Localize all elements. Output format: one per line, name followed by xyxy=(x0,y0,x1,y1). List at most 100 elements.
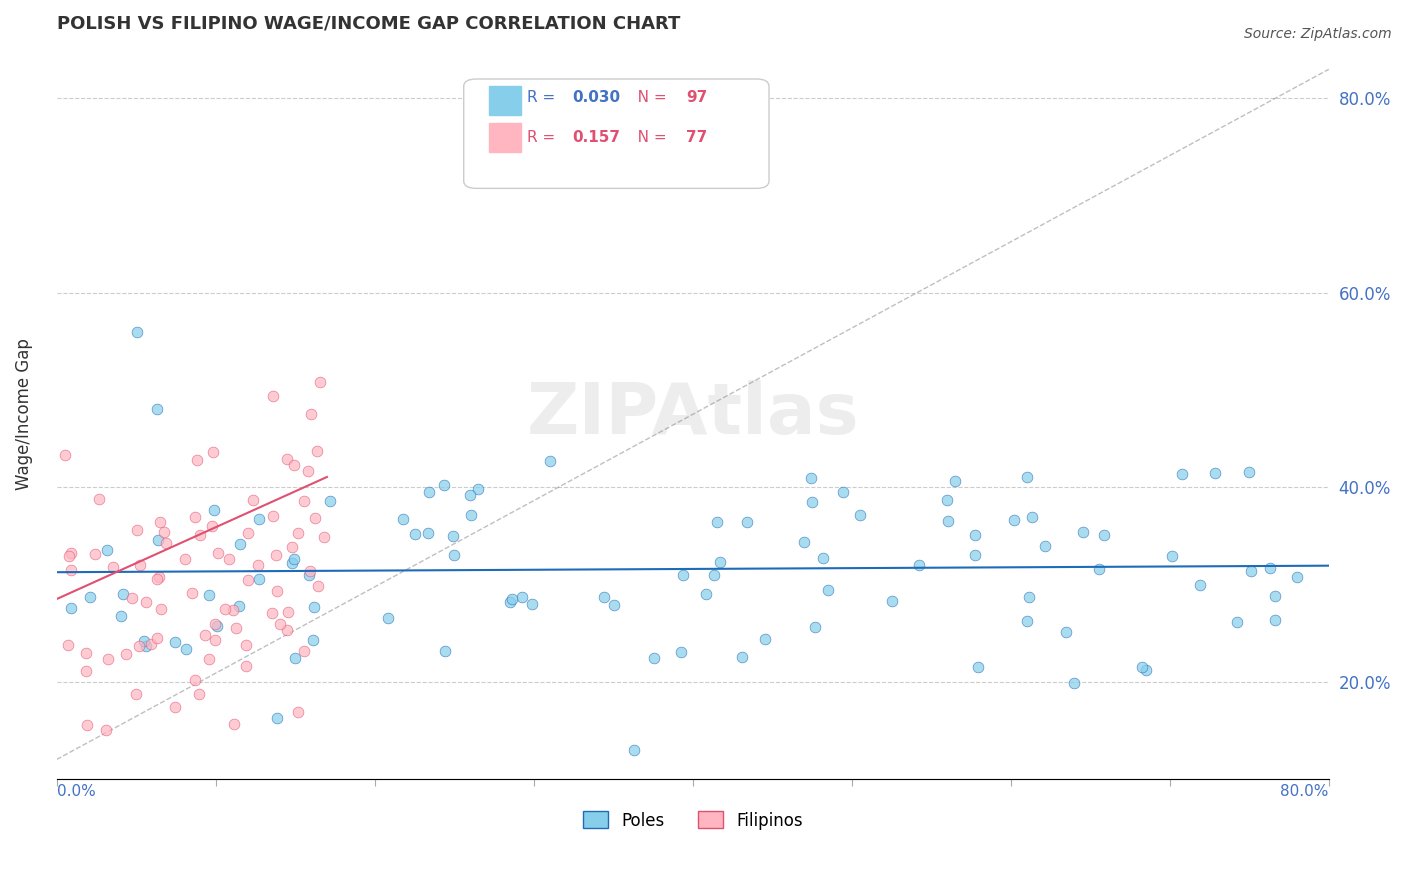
Point xyxy=(60,562,83,576)
Point xyxy=(1017,470,1039,484)
Point xyxy=(205,619,228,633)
Point xyxy=(262,508,284,523)
Point xyxy=(1285,570,1308,584)
Text: POLISH VS FILIPINO WAGE/INCOME GAP CORRELATION CHART: POLISH VS FILIPINO WAGE/INCOME GAP CORRE… xyxy=(56,15,681,33)
Point xyxy=(283,552,305,566)
Point xyxy=(276,452,298,467)
Point xyxy=(103,560,125,574)
Text: N =: N = xyxy=(623,90,671,104)
Point xyxy=(1130,659,1153,673)
Point xyxy=(603,599,626,613)
Point xyxy=(75,646,97,660)
Point xyxy=(277,606,299,620)
Point xyxy=(1204,466,1226,480)
Text: N =: N = xyxy=(623,130,671,145)
Point xyxy=(75,664,97,678)
Point xyxy=(125,687,148,701)
Point xyxy=(304,511,326,525)
Text: R =: R = xyxy=(527,130,561,145)
Point xyxy=(1015,615,1038,629)
Point xyxy=(96,723,118,738)
Point xyxy=(793,535,815,549)
Point xyxy=(499,595,522,609)
Point xyxy=(280,556,302,570)
Point xyxy=(831,484,853,499)
Point xyxy=(87,491,110,506)
Point xyxy=(1161,549,1184,564)
Point xyxy=(709,556,731,570)
Point xyxy=(1240,564,1263,578)
Text: 77: 77 xyxy=(686,130,707,145)
Text: 0.030: 0.030 xyxy=(572,90,620,104)
Point xyxy=(433,644,456,658)
Point xyxy=(936,493,959,508)
Point xyxy=(96,543,118,558)
Point xyxy=(672,567,695,582)
Text: 0.0%: 0.0% xyxy=(56,784,96,798)
Point xyxy=(377,611,399,625)
Point xyxy=(404,527,426,541)
Point xyxy=(817,583,839,598)
Point xyxy=(623,743,645,757)
Point xyxy=(703,568,725,582)
Point xyxy=(299,407,322,421)
Point xyxy=(287,705,309,719)
Text: 0.157: 0.157 xyxy=(572,130,620,145)
Point xyxy=(800,470,823,484)
Point xyxy=(139,637,162,651)
Point xyxy=(79,591,101,605)
Point xyxy=(276,623,298,637)
Point xyxy=(242,492,264,507)
Point xyxy=(269,617,291,632)
Point xyxy=(1021,510,1043,524)
Point xyxy=(176,642,198,657)
Point xyxy=(1033,540,1056,554)
Point xyxy=(229,537,252,551)
FancyBboxPatch shape xyxy=(464,79,769,188)
Point xyxy=(501,592,523,607)
Point xyxy=(183,673,205,687)
Point xyxy=(1071,524,1094,539)
Point xyxy=(146,572,169,586)
Point xyxy=(1237,465,1260,479)
Point xyxy=(235,659,257,673)
Point xyxy=(235,639,257,653)
Point xyxy=(963,528,986,542)
Point xyxy=(1264,613,1286,627)
Point xyxy=(907,558,929,572)
Point xyxy=(125,325,148,339)
Point xyxy=(165,700,187,714)
Point xyxy=(204,632,226,647)
Point xyxy=(284,651,307,665)
Point xyxy=(297,464,319,478)
Point xyxy=(247,558,270,572)
Point xyxy=(460,488,482,502)
Text: R =: R = xyxy=(527,90,561,104)
Point xyxy=(731,650,754,665)
Point xyxy=(218,552,240,566)
Point xyxy=(1170,467,1192,481)
Point xyxy=(1264,589,1286,603)
Point xyxy=(280,541,302,555)
Point xyxy=(55,448,77,462)
Point xyxy=(146,402,169,417)
Point xyxy=(298,564,321,578)
Point xyxy=(84,547,107,561)
Point xyxy=(184,510,207,524)
Point xyxy=(149,515,172,529)
Point xyxy=(967,660,990,674)
Point xyxy=(222,603,245,617)
Point xyxy=(198,652,221,666)
Point xyxy=(1188,578,1211,592)
Point xyxy=(236,525,259,540)
Point xyxy=(110,609,132,624)
Point xyxy=(520,597,543,611)
Point xyxy=(433,478,456,492)
Point xyxy=(467,483,489,497)
Point xyxy=(152,525,174,540)
Point xyxy=(222,717,245,731)
Point xyxy=(943,474,966,488)
Point xyxy=(804,620,827,634)
Point xyxy=(538,453,561,467)
Point xyxy=(121,591,143,605)
